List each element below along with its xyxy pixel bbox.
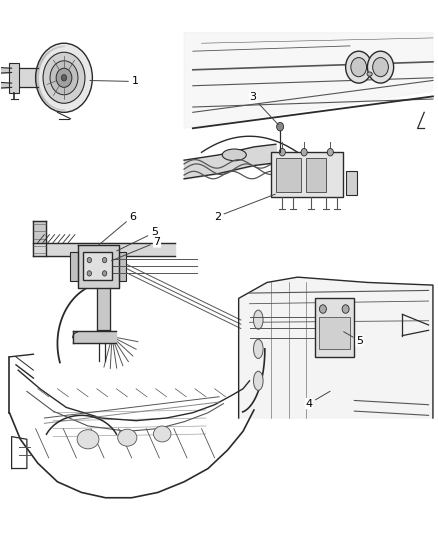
Bar (276, 158, 301, 192)
Bar (315, 298, 354, 357)
Bar (83, 252, 113, 280)
Text: 7: 7 (112, 237, 161, 261)
Text: 5: 5 (117, 228, 158, 251)
Circle shape (102, 257, 107, 263)
Circle shape (87, 271, 92, 276)
Circle shape (346, 51, 372, 83)
Ellipse shape (254, 340, 263, 359)
Circle shape (277, 123, 284, 131)
Text: 1: 1 (90, 77, 139, 86)
Circle shape (61, 75, 67, 81)
Bar (346, 171, 357, 195)
Polygon shape (184, 33, 433, 128)
Polygon shape (239, 277, 433, 418)
Ellipse shape (254, 310, 263, 329)
Text: 2: 2 (214, 194, 276, 222)
Circle shape (373, 58, 389, 77)
Circle shape (35, 43, 92, 112)
Text: 3: 3 (250, 92, 278, 125)
Text: 5: 5 (344, 332, 363, 346)
Circle shape (367, 51, 394, 83)
Text: 6: 6 (98, 212, 136, 246)
Ellipse shape (77, 430, 99, 449)
Circle shape (301, 149, 307, 156)
Circle shape (327, 149, 333, 156)
Bar (306, 158, 326, 192)
Ellipse shape (254, 371, 263, 390)
Bar (10, 63, 19, 93)
Circle shape (50, 61, 78, 95)
Circle shape (87, 257, 92, 263)
Bar (70, 252, 78, 281)
Bar (119, 252, 127, 281)
Ellipse shape (153, 426, 171, 442)
Circle shape (319, 305, 326, 313)
Circle shape (56, 68, 72, 87)
Text: 4: 4 (305, 391, 330, 409)
Ellipse shape (118, 429, 137, 446)
Ellipse shape (222, 149, 246, 161)
Circle shape (102, 271, 107, 276)
Circle shape (279, 149, 286, 156)
Bar (319, 317, 350, 349)
Circle shape (351, 58, 367, 77)
Bar (272, 152, 343, 197)
Circle shape (342, 305, 349, 313)
Circle shape (43, 52, 85, 103)
Ellipse shape (367, 72, 372, 76)
